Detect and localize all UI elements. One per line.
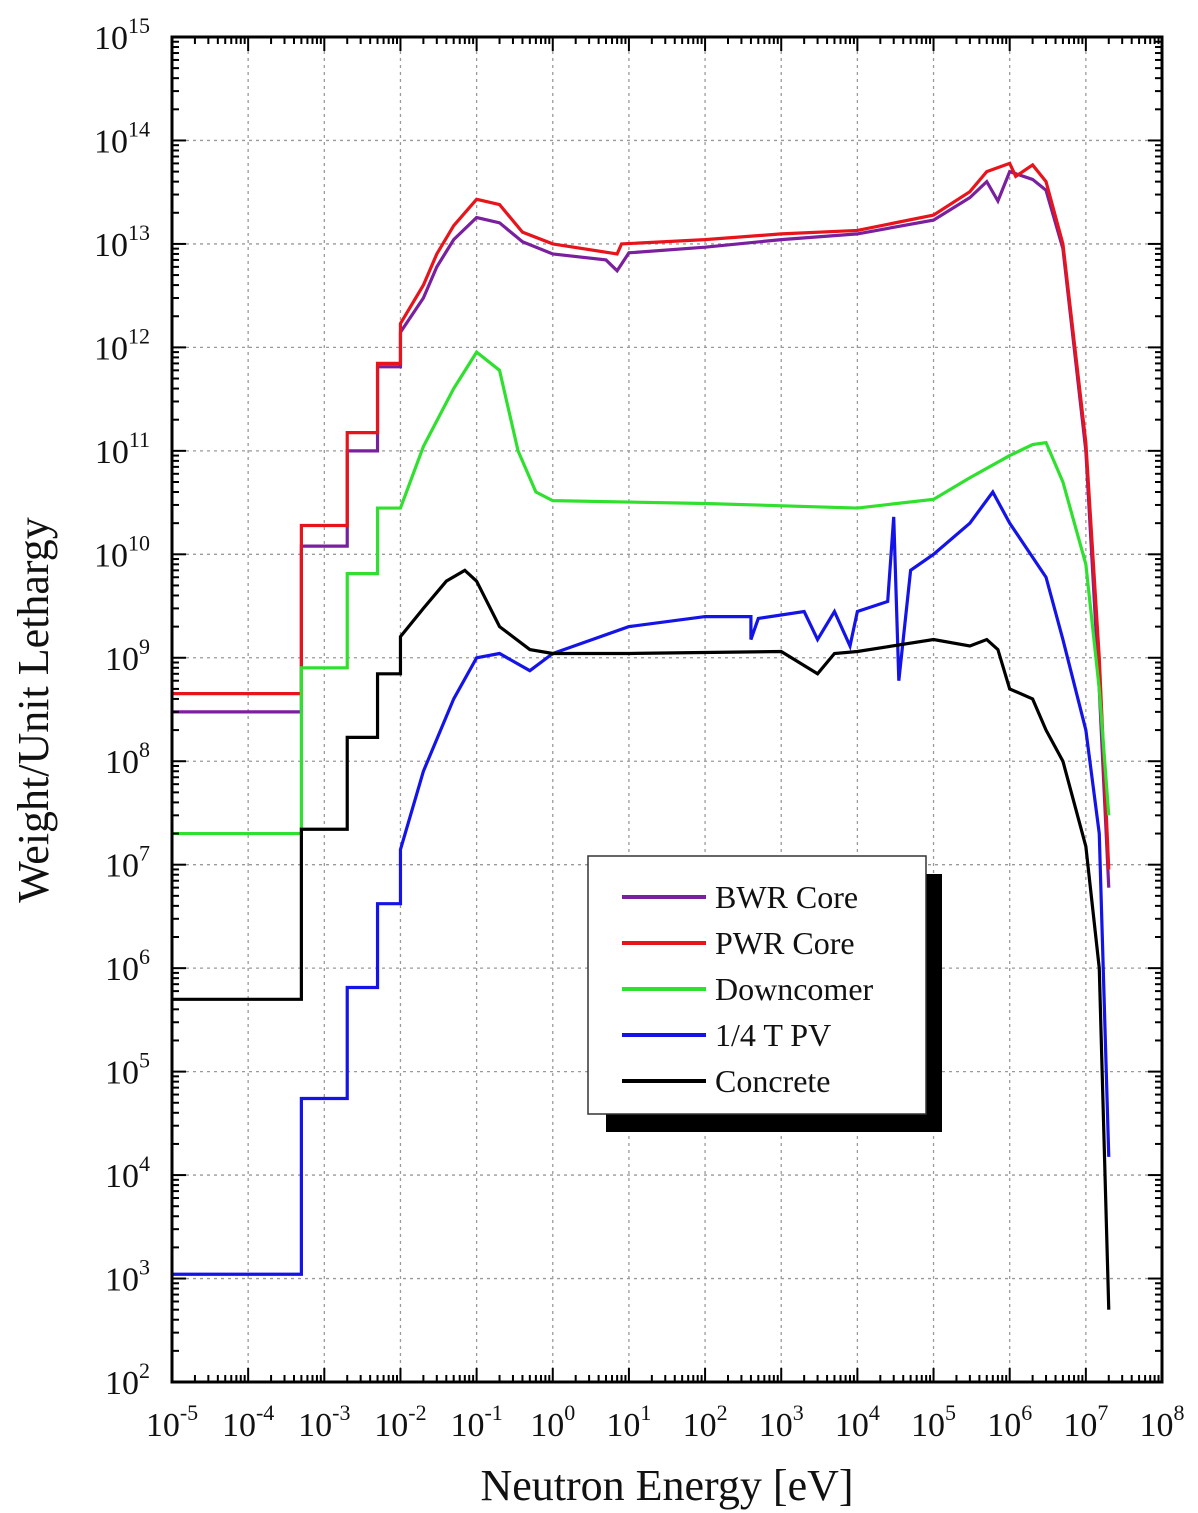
x-tick-label: 101 <box>606 1400 651 1444</box>
y-tick-label: 1010 <box>94 530 150 574</box>
legend-label: Concrete <box>715 1063 831 1099</box>
x-tick-label: 108 <box>1140 1400 1185 1444</box>
x-axis-title: Neutron Energy [eV] <box>480 1461 853 1510</box>
y-tick-label: 1013 <box>94 220 150 264</box>
y-tick-label: 106 <box>105 944 150 988</box>
y-tick-label: 109 <box>105 634 150 678</box>
x-tick-label: 103 <box>759 1400 804 1444</box>
ticks <box>171 37 1162 1383</box>
x-tick-label: 102 <box>683 1400 728 1444</box>
y-tick-label: 1014 <box>94 116 150 160</box>
x-tick-label: 10-4 <box>222 1400 274 1444</box>
x-tick-label: 106 <box>987 1400 1032 1444</box>
y-tick-label: 1012 <box>94 323 150 367</box>
plot-frame <box>170 35 1164 1384</box>
x-tick-label: 105 <box>911 1400 956 1444</box>
legend-label: BWR Core <box>715 879 858 915</box>
x-tick-label: 10-3 <box>298 1400 350 1444</box>
legend-label: Downcomer <box>715 971 874 1007</box>
series-line-pwr-core <box>172 161 1111 870</box>
y-tick-label: 105 <box>105 1048 150 1092</box>
y-tick-label: 1011 <box>95 427 150 471</box>
x-tick-label: 10-1 <box>450 1400 502 1444</box>
x-tick-labels: 10-5 10-4 10-3 10-2 10-1 100 101 102 103 104 105 10… <box>146 1400 1185 1444</box>
legend-label: 1/4 T PV <box>715 1017 831 1053</box>
y-axis-title: Weight/Unit Lethargy <box>9 517 58 902</box>
legend: BWR Core PWR Core Downcomer 1/4 T PV Concret… <box>587 855 942 1132</box>
series-line-1-4-t-pv <box>172 489 1111 1276</box>
x-tick-label: 104 <box>835 1400 880 1444</box>
series-line-concrete <box>172 568 1111 1310</box>
x-tick-label: 100 <box>530 1400 575 1444</box>
series-layer <box>172 161 1111 1310</box>
x-tick-label: 10-5 <box>146 1400 198 1444</box>
y-tick-label: 1015 <box>94 13 150 57</box>
y-tick-labels: 102 103 104 105 106 107 108 109 1010 1011 1012 1013… <box>94 13 150 1402</box>
y-tick-label: 102 <box>105 1358 150 1402</box>
x-tick-label: 107 <box>1063 1400 1108 1444</box>
y-tick-label: 104 <box>105 1151 150 1195</box>
x-tick-label: 10-2 <box>374 1400 426 1444</box>
grid <box>172 37 1162 1382</box>
y-tick-label: 103 <box>105 1255 150 1299</box>
legend-label: PWR Core <box>715 925 855 961</box>
series-line-downcomer <box>172 349 1111 836</box>
y-tick-label: 107 <box>105 841 150 885</box>
y-tick-label: 108 <box>105 737 150 781</box>
legend-items: BWR Core PWR Core Downcomer 1/4 T PV Concret… <box>622 879 874 1099</box>
